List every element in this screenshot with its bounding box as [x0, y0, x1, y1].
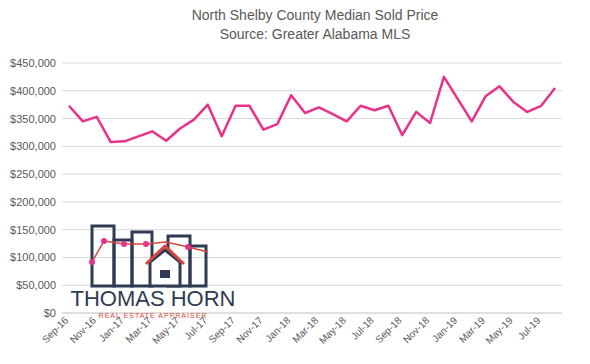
background — [0, 0, 590, 364]
x-tick-label: Nov-16 — [68, 314, 99, 345]
x-tick-label: May-17 — [150, 314, 182, 346]
y-tick-label: $200,000 — [10, 196, 56, 208]
y-tick-label: $400,000 — [10, 85, 56, 97]
y-tick-label: $150,000 — [10, 224, 56, 236]
x-tick-label: Sep-18 — [373, 314, 404, 345]
y-tick-label: $300,000 — [10, 140, 56, 152]
logo-dot — [185, 244, 191, 250]
logo-dot — [101, 238, 107, 244]
x-tick-label: Jan-17 — [97, 314, 127, 344]
chart-title: North Shelby County Median Sold Price — [192, 7, 439, 23]
y-tick-label: $0 — [44, 307, 56, 319]
grid-line — [62, 118, 562, 119]
y-tick-label: $100,000 — [10, 251, 56, 263]
chart-subtitle: Source: Greater Alabama MLS — [220, 26, 411, 42]
grid — [62, 63, 562, 313]
logo-dot — [143, 241, 149, 247]
y-tick-label: $350,000 — [10, 113, 56, 125]
x-tick-label: Sep-17 — [206, 314, 237, 345]
x-tick-label: May-19 — [483, 314, 515, 346]
y-tick-label: $50,000 — [16, 279, 56, 291]
series-line — [69, 77, 555, 142]
grid-line — [62, 63, 562, 64]
logo-window — [160, 270, 170, 278]
grid-line — [62, 201, 562, 202]
x-tick-label: Jan-19 — [430, 314, 460, 344]
grid-line — [62, 90, 562, 91]
series-group — [69, 77, 555, 142]
grid-line — [62, 229, 562, 230]
logo-dot — [89, 259, 95, 265]
x-tick-label: Mar-19 — [457, 314, 487, 344]
x-tick-label: Jul-19 — [516, 314, 543, 341]
logo-building — [114, 240, 132, 286]
x-tick-label: Jan-18 — [263, 314, 293, 344]
x-tick-label: Mar-17 — [124, 314, 154, 344]
x-tick-label: Mar-18 — [290, 314, 320, 344]
x-tick-label: Nov-17 — [234, 314, 265, 345]
grid-line — [62, 174, 562, 175]
x-tick-label: May-18 — [317, 314, 349, 346]
logo-name: THOMAS HORN — [71, 286, 236, 311]
logo — [89, 226, 208, 286]
logo-dot — [121, 241, 127, 247]
grid-line — [62, 146, 562, 147]
logo-building — [190, 246, 206, 286]
x-tick-label: Nov-18 — [401, 314, 432, 345]
grid-line — [62, 257, 562, 258]
y-tick-label: $450,000 — [10, 57, 56, 69]
y-tick-label: $250,000 — [10, 168, 56, 180]
logo-roof — [146, 246, 184, 264]
logo-trend — [92, 241, 208, 262]
x-tick-label: Sep-16 — [40, 314, 71, 345]
